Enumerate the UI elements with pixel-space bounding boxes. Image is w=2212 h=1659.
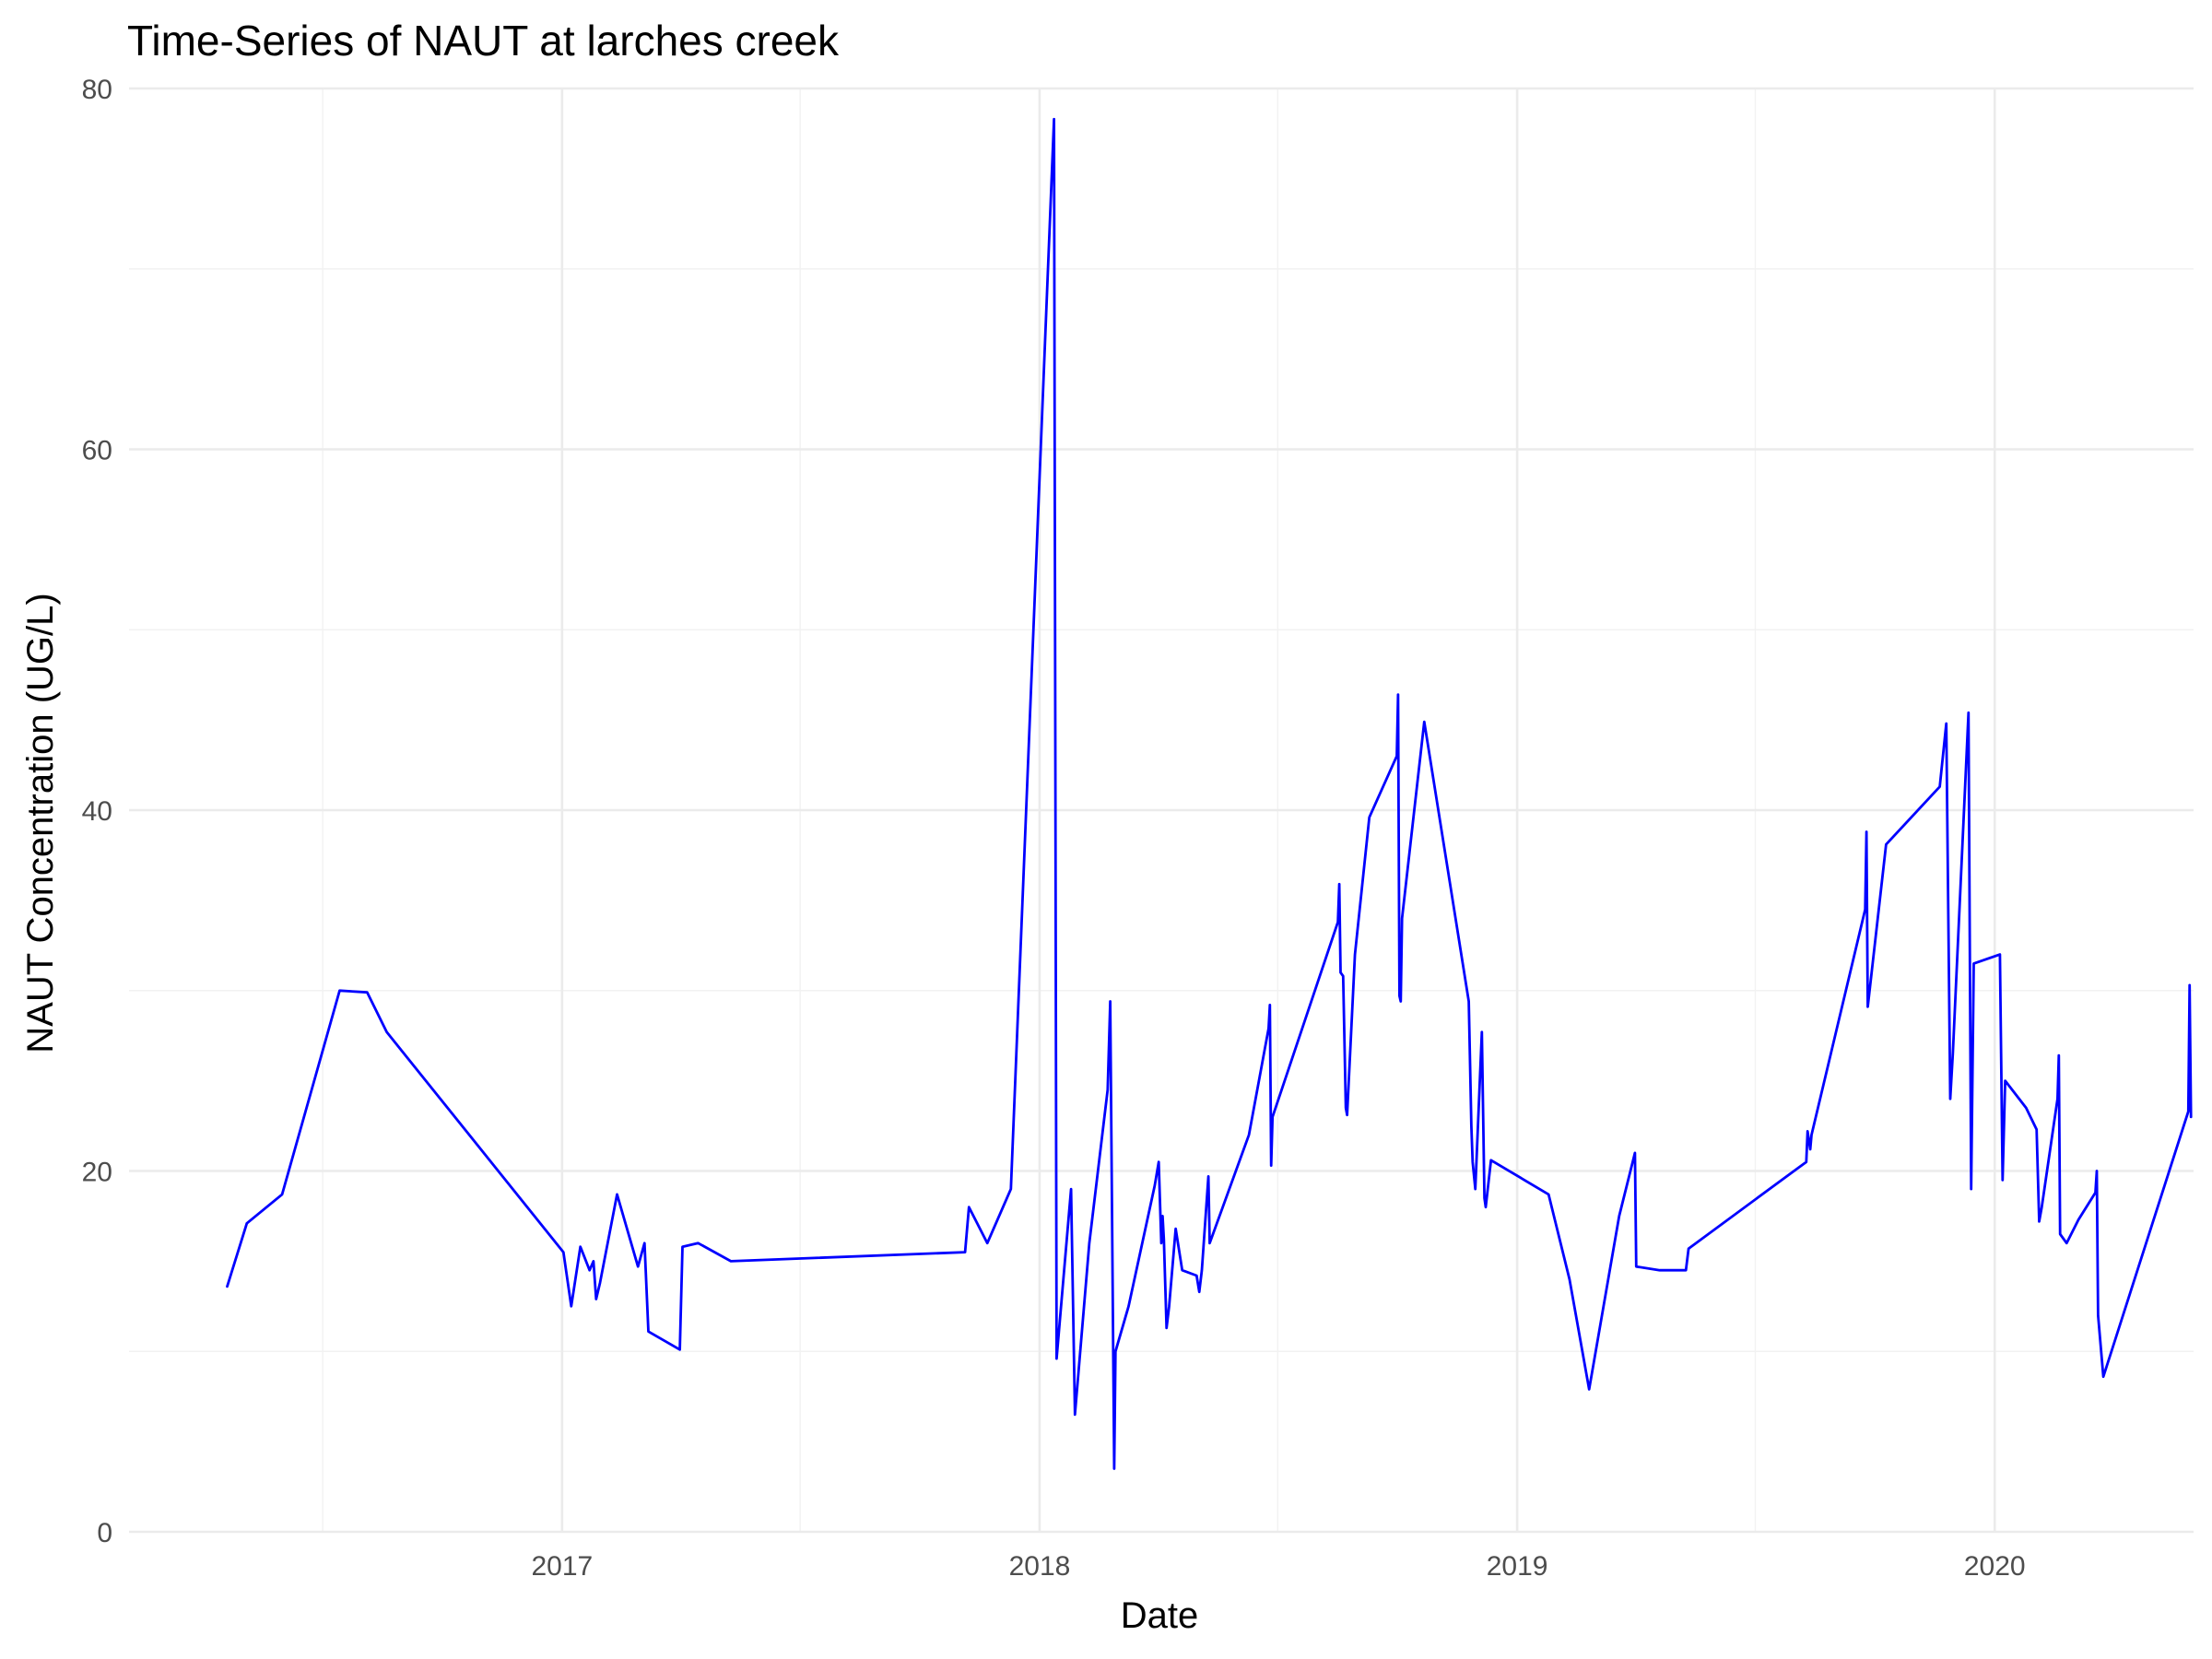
x-axis-title: Date bbox=[1121, 1595, 1199, 1636]
x-axis: 2017 2018 2019 2020 bbox=[531, 1551, 2025, 1582]
x-tick-label: 2017 bbox=[531, 1551, 593, 1582]
series-line bbox=[226, 117, 2193, 1470]
y-tick-label: 80 bbox=[82, 75, 112, 105]
y-axis: 0 20 40 60 80 bbox=[82, 75, 112, 1548]
x-tick-label: 2020 bbox=[1964, 1551, 2026, 1582]
y-tick-label: 0 bbox=[97, 1518, 112, 1548]
grid bbox=[129, 87, 2194, 1534]
y-axis-title: NAUT Concentration (UG/L) bbox=[20, 593, 61, 1053]
x-tick-label: 2018 bbox=[1009, 1551, 1071, 1582]
chart-title: Time-Series of NAUT at larches creek bbox=[127, 17, 840, 65]
x-tick-label: 2019 bbox=[1487, 1551, 1548, 1582]
series-layer bbox=[226, 117, 2193, 1470]
y-tick-label: 40 bbox=[82, 796, 112, 827]
y-tick-label: 60 bbox=[82, 436, 112, 466]
y-tick-label: 20 bbox=[82, 1158, 112, 1188]
